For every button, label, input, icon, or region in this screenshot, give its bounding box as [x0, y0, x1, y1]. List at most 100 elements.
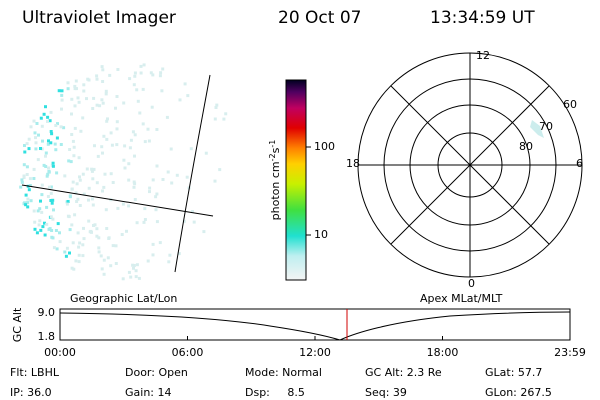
pixel [167, 260, 171, 264]
timeline-y-tick: 9.0 [38, 306, 56, 319]
pixel [141, 122, 145, 126]
pixel [127, 204, 131, 208]
pixel [37, 223, 41, 227]
pixel [87, 219, 91, 223]
pixel [134, 269, 138, 273]
pixel [109, 172, 113, 176]
pixel [46, 142, 50, 146]
pixel [51, 161, 55, 165]
pixel [135, 221, 139, 225]
pixel [168, 253, 172, 257]
pixel [60, 107, 63, 111]
pixel [133, 71, 137, 75]
pixel [64, 254, 68, 258]
mlt-label: 6 [576, 157, 583, 170]
pixel [115, 143, 119, 147]
pixel [40, 210, 44, 214]
timeline-left-label: Geographic Lat/Lon [70, 292, 177, 305]
pixel [51, 236, 55, 240]
pixel [105, 137, 109, 141]
pixel [55, 171, 59, 175]
pixel [129, 275, 133, 279]
pixel [70, 223, 74, 227]
pixel [78, 175, 81, 179]
pixel [85, 167, 89, 171]
pixel [22, 176, 26, 179]
pixel [44, 105, 47, 109]
pixel [137, 276, 141, 280]
pixel [146, 127, 150, 131]
pixel [95, 234, 99, 238]
pixel [40, 147, 44, 151]
pixel [45, 222, 49, 226]
pixel [46, 115, 50, 119]
pixel [40, 193, 44, 197]
pixel [132, 83, 136, 87]
pixel [69, 160, 73, 164]
pixel [166, 170, 170, 174]
pixel [77, 253, 81, 257]
pixel [149, 71, 153, 75]
pixel [101, 189, 104, 193]
pixel [32, 177, 36, 180]
pixel [49, 215, 53, 219]
pixel [39, 147, 42, 150]
pixel [59, 125, 63, 129]
pixel [90, 167, 94, 171]
pixel [49, 130, 53, 133]
pixel [81, 254, 85, 258]
pixel [155, 128, 159, 131]
pixel [74, 79, 78, 83]
pixel [72, 267, 76, 271]
info-field: Gain: 14 [125, 386, 172, 399]
pixel [49, 199, 53, 202]
info-field: IP: 36.0 [10, 386, 52, 399]
pixel [161, 67, 165, 71]
pixel [133, 198, 137, 201]
pixel [92, 96, 96, 100]
pixel [123, 166, 127, 170]
pixel [35, 122, 39, 125]
pixel [100, 267, 104, 271]
pixel [59, 143, 63, 146]
pixel [106, 117, 109, 121]
pixel [183, 82, 187, 86]
pixel [133, 154, 136, 158]
pixel [132, 266, 135, 270]
pixel [77, 156, 81, 160]
pixel [115, 127, 119, 131]
pixel [155, 192, 159, 196]
pixel [45, 205, 49, 209]
pixel [57, 89, 61, 93]
pixel [182, 219, 186, 223]
pixel [111, 181, 115, 184]
pixel [146, 259, 150, 263]
pixel [39, 228, 43, 232]
pixel [37, 133, 40, 137]
pixel [104, 92, 108, 96]
pixel [65, 246, 69, 250]
pixel [154, 208, 158, 212]
pixel [91, 203, 95, 207]
pixel [204, 151, 208, 155]
pixel [47, 227, 51, 231]
pixel [24, 203, 28, 207]
pixel [53, 142, 57, 146]
pixel [71, 241, 75, 245]
pixel [111, 244, 115, 248]
pixel [28, 177, 32, 181]
pixel [73, 126, 77, 130]
pixel [143, 218, 147, 221]
pixel [97, 250, 101, 254]
pixel [63, 174, 67, 178]
pixel [52, 208, 55, 212]
pixel [95, 103, 99, 107]
pixel [186, 94, 190, 98]
pixel [125, 229, 128, 233]
pixel [33, 227, 37, 231]
pixel [155, 220, 159, 224]
pixel [189, 147, 193, 151]
pixel [213, 117, 217, 121]
pixel [71, 139, 75, 143]
pixel [104, 89, 108, 93]
